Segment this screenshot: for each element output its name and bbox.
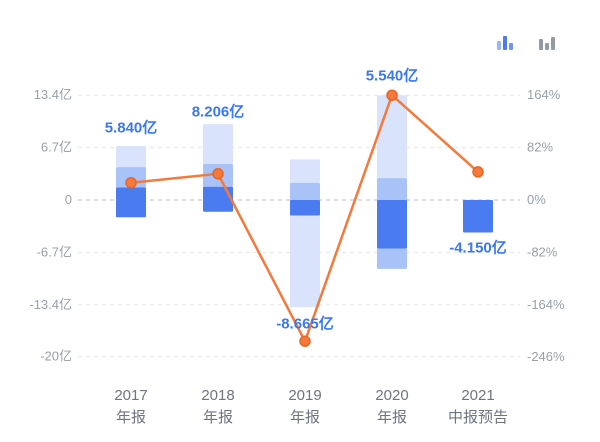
grouped-bar-chart-icon[interactable] [536,32,560,53]
bar-value-label: -4.150亿 [449,239,507,257]
y-axis-left-tick: -6.7亿 [37,244,72,259]
y-axis-left-tick: -20亿 [40,348,72,363]
icon-bar [503,36,507,50]
bar-segment-bright[interactable] [463,200,493,233]
x-axis-label: 中报预告 [448,409,508,426]
bar-segment-pale[interactable] [377,95,407,179]
chart-type-toolbar [494,32,560,53]
x-axis-label: 年报 [377,409,407,426]
growth-line-marker[interactable] [472,166,484,178]
bar-chart-glyph-active [497,36,513,50]
bar-value-label: 5.840亿 [105,118,158,136]
x-axis-label: 年报 [290,409,320,426]
y-axis-left-tick: 6.7亿 [41,140,72,155]
growth-line-marker[interactable] [212,168,224,180]
y-axis-right-tick: -164% [527,297,565,312]
bar-value-label: 5.540亿 [366,67,419,85]
bar-segment-bright[interactable] [116,187,146,218]
bar-segment-pale[interactable] [203,124,233,165]
x-axis-label: 2018 [201,387,234,404]
y-axis-right-tick: 0% [527,192,546,207]
y-axis-right-tick: 82% [527,140,553,155]
y-axis-right-tick: -246% [527,349,565,364]
icon-bar [509,43,513,50]
icon-bar [539,39,543,50]
growth-line-marker[interactable] [299,335,311,347]
y-axis-left-tick: 0 [65,192,72,207]
x-axis-label: 2020 [375,387,408,404]
icon-bar [551,37,555,50]
bar-segment-pale[interactable] [290,215,320,308]
bar-segment-bright[interactable] [377,200,407,249]
growth-line-marker[interactable] [386,89,398,101]
growth-line-marker[interactable] [125,176,137,189]
bar-segment-bright[interactable] [203,186,233,212]
bar-segment-mid[interactable] [377,178,407,200]
bar-value-label: -8.665亿 [276,315,334,333]
bar-segment-pale[interactable] [290,159,320,183]
x-axis-label: 2021 [461,387,494,404]
x-axis-label: 年报 [203,409,233,426]
y-axis-right-tick: 164% [527,87,561,102]
x-axis-label: 2017 [114,387,147,404]
x-axis-label: 年报 [116,409,146,426]
stacked-bar-chart-icon[interactable] [494,32,518,53]
bar-segment-mid[interactable] [290,182,320,200]
bar-segment-mid[interactable] [377,248,407,269]
icon-bar [497,41,501,50]
y-axis-right-tick: -82% [527,244,558,259]
bar-segment-pale[interactable] [116,146,146,168]
bar-value-label: 8.206亿 [192,103,245,121]
bar-chart-glyph-inactive [539,37,555,50]
y-axis-left-tick: 13.4亿 [34,87,72,102]
icon-bar [545,43,549,50]
bar-segment-bright[interactable] [290,200,320,216]
y-axis-left-tick: -13.4亿 [29,297,72,312]
x-axis-label: 2019 [288,387,321,404]
